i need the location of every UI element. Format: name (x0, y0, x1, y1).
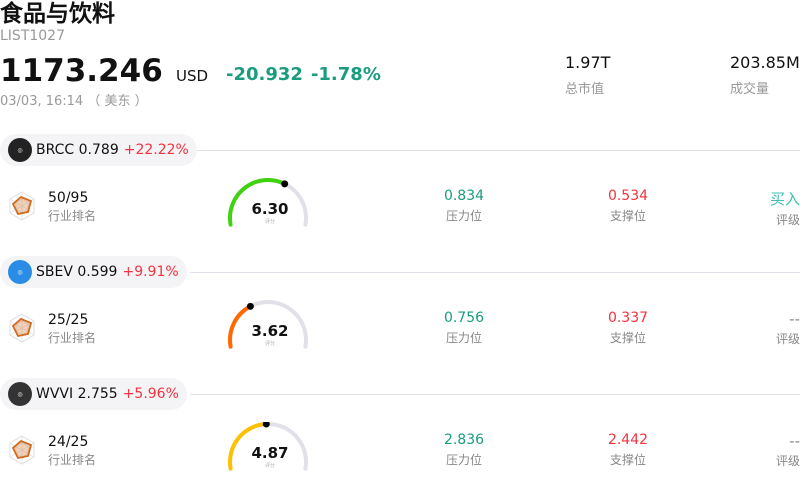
divider (190, 272, 800, 273)
rating-value: 买入 (769, 190, 800, 208)
list-code: LIST1027 (0, 28, 65, 44)
resistance-value: 0.756 (443, 310, 485, 326)
change-value: -20.932 (226, 64, 303, 85)
stock-pill[interactable]: ◎ WVVI 2.755 +5.96% (0, 378, 187, 410)
rating-label: 评级 (775, 454, 800, 468)
support-label: 支撑位 (609, 331, 646, 345)
support-value: 2.442 (607, 432, 649, 448)
resistance-label: 压力位 (445, 453, 482, 467)
stock-price: 0.599 (77, 264, 118, 280)
rank-value: 24/25 (48, 434, 89, 450)
volume-value: 203.85M (730, 53, 800, 72)
radar-chart-icon (9, 435, 35, 465)
rating-value: -- (789, 310, 800, 328)
score-gauge: 3.62 评分 (222, 300, 318, 350)
score-value: 6.30 (251, 200, 289, 218)
score-value: 3.62 (251, 322, 289, 340)
radar-chart-icon (9, 313, 35, 343)
stock-pill[interactable]: ◎ SBEV 0.599 +9.91% (0, 256, 187, 288)
market-cap-value: 1.97T (565, 53, 611, 72)
score-gauge: 4.87 评分 (222, 420, 318, 472)
stock-price: 2.755 (77, 386, 118, 402)
support-label: 支撑位 (609, 209, 646, 223)
resistance-label: 压力位 (445, 209, 482, 223)
ticker: SBEV (36, 264, 73, 280)
score-value: 4.87 (251, 444, 289, 462)
support: 2.442 支撑位 (578, 432, 678, 468)
price-change: -20.932 -1.78% (226, 64, 389, 85)
stock-change-percent: +9.91% (122, 264, 179, 280)
gauge-arc (228, 178, 308, 227)
stock-change-percent: +5.96% (122, 386, 179, 402)
rating: -- 评级 (776, 310, 800, 347)
stock-price: 0.789 (78, 142, 119, 158)
rank-value: 25/25 (48, 312, 89, 328)
volume-label: 成交量 (730, 82, 770, 97)
currency: USD (176, 67, 209, 85)
divider (190, 150, 800, 151)
resistance: 2.836 压力位 (414, 432, 514, 468)
support: 0.337 支撑位 (578, 310, 678, 346)
rank-label: 行业排名 (48, 331, 97, 345)
score-label: 评分 (264, 463, 275, 469)
gauge-arc (228, 420, 308, 471)
company-logo-icon: ◎ (8, 260, 32, 284)
stock-row[interactable]: ◎ WVVI 2.755 +5.96% 24/25 行业排名 4.87 评分 2.8… (0, 378, 800, 500)
industry-rank: 25/25 行业排名 (48, 312, 96, 346)
stock-pill[interactable]: ◎ BRCC 0.789 +22.22% (0, 134, 197, 166)
ticker: BRCC (36, 142, 75, 158)
rank-label: 行业排名 (48, 209, 97, 223)
score-label: 评分 (264, 341, 275, 347)
rank-label: 行业排名 (48, 453, 97, 467)
company-logo-icon: ◎ (8, 382, 32, 406)
market-cap: 1.97T 总市值 (565, 53, 610, 97)
change-percent: -1.78% (310, 64, 381, 85)
company-logo-icon: ◎ (8, 138, 32, 162)
stock-row[interactable]: ◎ SBEV 0.599 +9.91% 25/25 行业排名 3.62 评分 0.7… (0, 256, 800, 378)
gauge-marker (262, 420, 270, 428)
index-price: 1173.246 (0, 53, 163, 89)
ticker: WVVI (36, 386, 74, 402)
rating-value: -- (789, 432, 800, 450)
resistance-label: 压力位 (445, 331, 482, 345)
score-gauge: 6.30 评分 (222, 178, 318, 228)
stock-row[interactable]: ◎ BRCC 0.789 +22.22% 50/95 行业排名 6.30 评分 0.… (0, 134, 800, 256)
volume: 203.85M 成交量 (730, 53, 800, 97)
rating-label: 评级 (775, 213, 800, 227)
support-value: 0.534 (607, 188, 649, 204)
resistance: 0.834 压力位 (414, 188, 514, 224)
support-value: 0.337 (607, 310, 649, 326)
resistance: 0.756 压力位 (414, 310, 514, 346)
stock-change-percent: +22.22% (123, 142, 189, 158)
industry-rank: 24/25 行业排名 (48, 434, 96, 468)
page-title: 食品与饮料 (0, 1, 115, 27)
radar-chart-icon (9, 191, 35, 221)
divider (190, 394, 800, 395)
score-label: 评分 (264, 219, 275, 225)
support-label: 支撑位 (609, 453, 646, 467)
industry-rank: 50/95 行业排名 (48, 190, 96, 224)
rating-label: 评级 (775, 332, 800, 346)
resistance-value: 0.834 (443, 188, 485, 204)
gauge-marker (281, 180, 289, 188)
gauge-marker (246, 302, 254, 310)
support: 0.534 支撑位 (578, 188, 678, 224)
rating: 买入 评级 (770, 188, 800, 228)
timestamp: 03/03, 16:14 （ 美东 ） (0, 94, 148, 109)
gauge-arc (228, 300, 308, 349)
market-cap-label: 总市值 (565, 82, 605, 97)
rating: -- 评级 (776, 432, 800, 469)
resistance-value: 2.836 (443, 432, 485, 448)
rank-value: 50/95 (48, 190, 89, 206)
